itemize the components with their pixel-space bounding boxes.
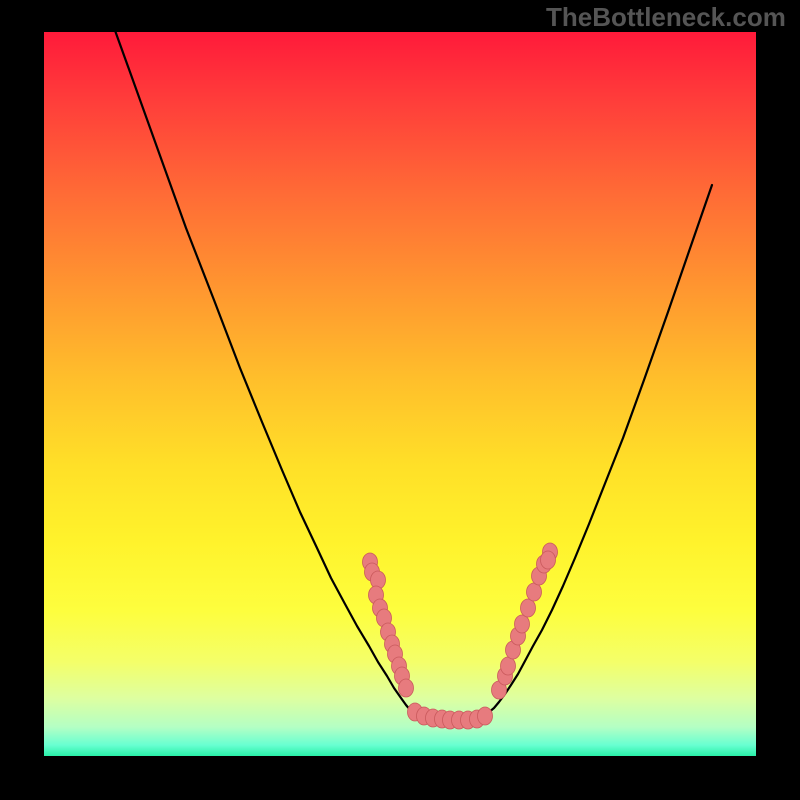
plot-area <box>44 32 756 756</box>
watermark-text: TheBottleneck.com <box>546 2 786 33</box>
bottleneck-curve <box>104 32 712 722</box>
marker-right-6 <box>521 599 536 617</box>
marker-right-11 <box>541 551 556 569</box>
marker-right-7 <box>527 583 542 601</box>
chart-frame: TheBottleneck.com <box>0 0 800 800</box>
marker-bottom-8 <box>478 707 493 725</box>
curve-layer <box>44 32 756 756</box>
marker-right-2 <box>501 657 516 675</box>
marker-right-5 <box>515 615 530 633</box>
marker-left-11 <box>399 679 414 697</box>
